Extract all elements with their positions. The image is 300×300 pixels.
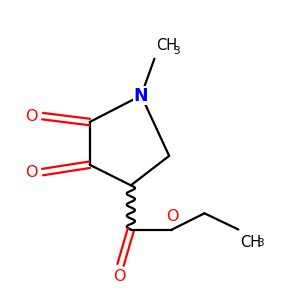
Text: CH: CH [240,235,261,250]
Text: 3: 3 [257,238,263,248]
Text: O: O [113,269,125,284]
Text: CH: CH [156,38,177,53]
Text: O: O [167,208,179,224]
Text: O: O [26,109,38,124]
Text: O: O [26,165,38,180]
Text: N: N [134,86,148,104]
Text: 3: 3 [173,46,180,56]
